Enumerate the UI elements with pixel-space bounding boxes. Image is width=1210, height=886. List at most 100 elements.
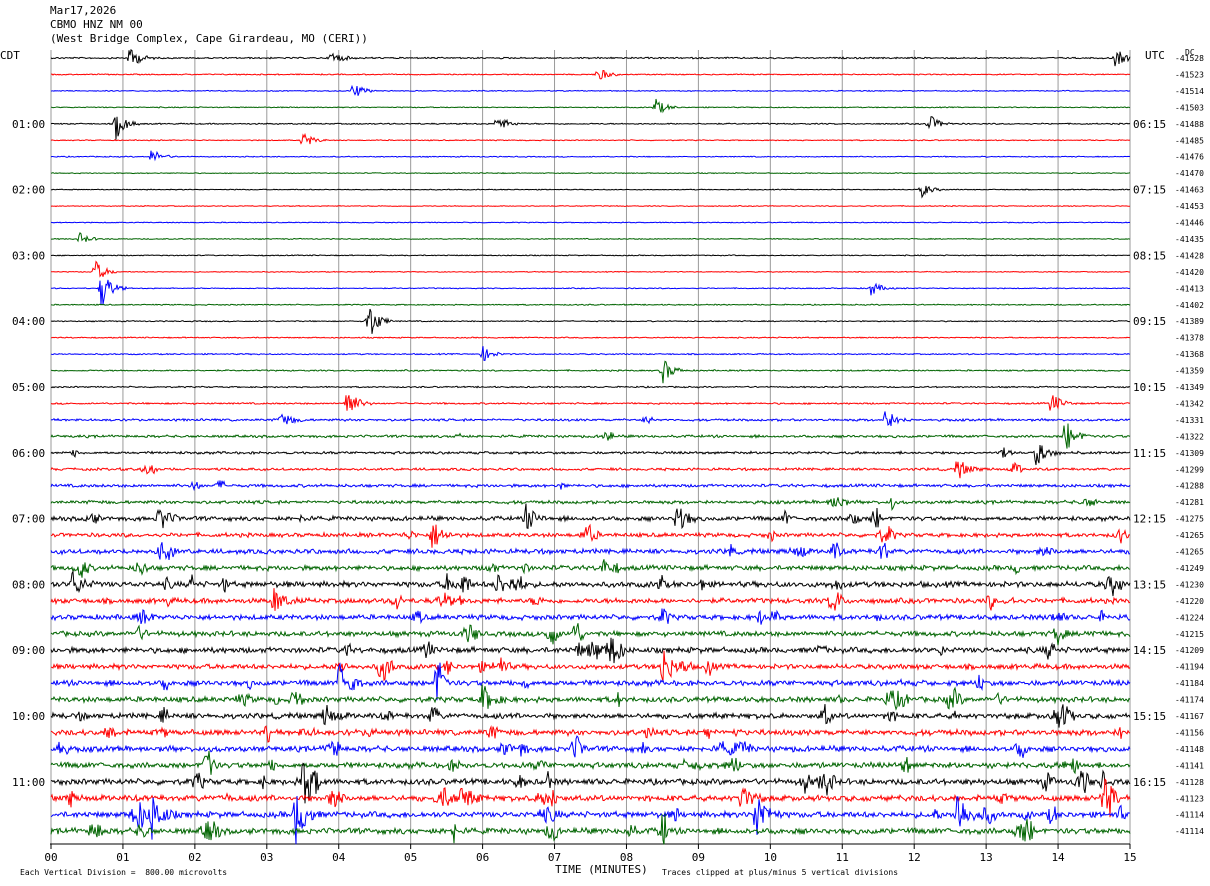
dc-offset-label: -41349 — [1175, 383, 1204, 392]
trace-46 — [50, 795, 1131, 845]
trace-34 — [50, 608, 1131, 625]
trace-23 — [50, 423, 1131, 449]
x-tick-label: 13 — [980, 851, 993, 864]
dc-offset-label: -41420 — [1175, 268, 1204, 277]
dc-offset-label: -41378 — [1175, 334, 1204, 343]
dc-offset-label: -41156 — [1175, 728, 1204, 737]
trace-30 — [50, 542, 1131, 560]
trace-38 — [50, 662, 1131, 701]
utc-hour-label: 07:15 — [1133, 184, 1166, 197]
cdt-hour-label: 06:00 — [12, 447, 45, 460]
trace-7 — [50, 172, 1131, 175]
dc-offset-label: -41488 — [1175, 120, 1204, 129]
cdt-hour-label: 04:00 — [12, 315, 45, 328]
cdt-hour-label: 07:00 — [12, 513, 45, 526]
utc-hour-label: 10:15 — [1133, 381, 1166, 394]
x-axis: 00 01 02 03 04 05 06 07 08 09 10 11 12 13 14 15 — [44, 844, 1137, 864]
utc-hour-label: 11:15 — [1133, 447, 1166, 460]
dc-offset-label: -41342 — [1175, 399, 1204, 408]
trace-45 — [50, 777, 1131, 818]
dc-offset-label: -41503 — [1175, 103, 1204, 112]
dc-offset-label: -41220 — [1175, 597, 1204, 606]
trace-47 — [50, 813, 1131, 845]
dc-offset-label: -41167 — [1175, 712, 1204, 721]
trace-3 — [50, 98, 1131, 114]
dc-offset-label: -41523 — [1175, 70, 1204, 79]
trace-6 — [50, 150, 1131, 162]
trace-31 — [50, 559, 1131, 578]
dc-offset-label: -41230 — [1175, 580, 1204, 589]
trace-12 — [50, 254, 1131, 257]
trace-42 — [50, 735, 1131, 758]
x-tick-label: 01 — [116, 851, 129, 864]
trace-20 — [50, 385, 1131, 389]
utc-time-labels: 06:15 07:15 08:15 09:15 10:15 11:15 12:15 13:15… — [1133, 118, 1166, 789]
x-tick-label: 04 — [332, 851, 346, 864]
dc-offset-label: -41299 — [1175, 465, 1204, 474]
left-timezone-label: CDT — [0, 49, 20, 62]
dc-offset-label: -41265 — [1175, 531, 1204, 540]
utc-hour-label: 16:15 — [1133, 776, 1166, 789]
dc-offset-label: -41114 — [1175, 811, 1204, 820]
dc-offset-label: -41359 — [1175, 367, 1204, 376]
trace-33 — [50, 588, 1131, 611]
utc-hour-label: 06:15 — [1133, 118, 1166, 131]
dc-offset-label: -41309 — [1175, 449, 1204, 458]
x-tick-label: 06 — [476, 851, 489, 864]
dc-offset-label: -41389 — [1175, 317, 1204, 326]
dc-offset-label: -41514 — [1175, 87, 1204, 96]
x-tick-label: 02 — [188, 851, 201, 864]
utc-hour-label: 08:15 — [1133, 249, 1166, 262]
trace-27 — [50, 497, 1131, 511]
dc-offset-label: -41275 — [1175, 515, 1204, 524]
trace-17 — [50, 336, 1131, 339]
trace-0 — [50, 48, 1131, 67]
dc-offset-label: -41288 — [1175, 482, 1204, 491]
x-tick-label: 12 — [908, 851, 921, 864]
trace-16 — [50, 308, 1130, 334]
cdt-hour-label: 11:00 — [12, 776, 45, 789]
trace-15 — [50, 303, 1131, 307]
cdt-hour-label: 09:00 — [12, 644, 45, 657]
utc-hour-label: 14:15 — [1133, 644, 1166, 657]
dc-offset-label: -41128 — [1175, 778, 1204, 787]
seismic-traces — [50, 48, 1131, 845]
trace-41 — [50, 724, 1131, 743]
dc-offset-label: -41184 — [1175, 679, 1204, 688]
cdt-hour-label: 10:00 — [12, 710, 45, 723]
x-tick-label: 00 — [44, 851, 57, 864]
trace-32 — [50, 569, 1131, 597]
dc-offset-label: -41470 — [1175, 169, 1204, 178]
dc-offset-label: -41428 — [1175, 251, 1204, 260]
x-tick-label: 09 — [692, 851, 705, 864]
dc-offset-label: -41331 — [1175, 416, 1204, 425]
trace-43 — [50, 751, 1131, 775]
cdt-hour-label: 05:00 — [12, 381, 45, 394]
trace-40 — [50, 704, 1131, 728]
dc-offset-label: -41402 — [1175, 301, 1204, 310]
x-tick-label: 10 — [764, 851, 777, 864]
dc-offset-label: -41224 — [1175, 613, 1204, 622]
trace-19 — [50, 360, 1131, 384]
trace-18 — [50, 346, 1131, 361]
dc-offset-label: -41215 — [1175, 630, 1204, 639]
dc-offset-label: -41265 — [1175, 548, 1204, 557]
clip-note: Traces clipped at plus/minus 5 vertical … — [662, 868, 899, 877]
x-tick-label: 05 — [404, 851, 417, 864]
dc-offset-label: -41485 — [1175, 136, 1204, 145]
trace-39 — [50, 684, 1131, 711]
trace-9 — [50, 204, 1131, 208]
x-tick-label: 03 — [260, 851, 273, 864]
dc-offset-label: -41446 — [1175, 219, 1204, 228]
dc-offset-label: -41141 — [1175, 761, 1204, 770]
dc-offset-label: -41281 — [1175, 498, 1204, 507]
cdt-time-labels: 01:00 02:00 03:00 04:00 05:00 06:00 07:00 08:00… — [12, 118, 45, 789]
dc-offset-label: -41368 — [1175, 350, 1204, 359]
dc-offset-labels: -41528 -41523 -41514 -41503 -41488 -41485 -414… — [1175, 54, 1204, 836]
minute-grid — [50, 50, 1131, 845]
trace-37 — [50, 650, 1131, 682]
trace-21 — [50, 395, 1131, 411]
station-location: (West Bridge Complex, Cape Girardeau, MO… — [50, 32, 368, 45]
x-tick-label: 11 — [836, 851, 849, 864]
dc-offset-label: -41148 — [1175, 745, 1204, 754]
